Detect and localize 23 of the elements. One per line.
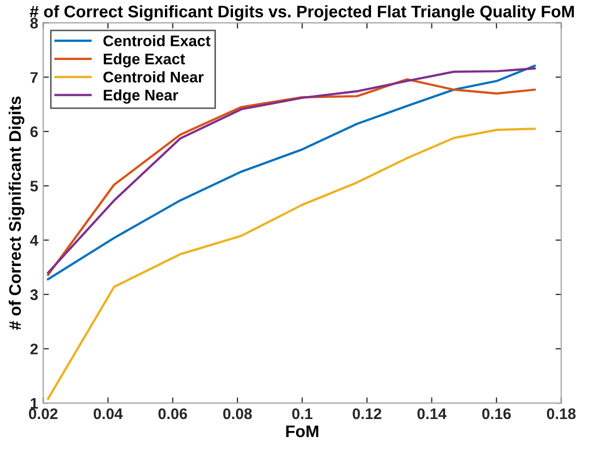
x-tick-label: 0.18 [546, 408, 576, 420]
x-tick-label: 0.04 [94, 408, 123, 420]
legend-label: Edge Near [104, 89, 178, 104]
x-tick-label: 0.12 [352, 408, 382, 420]
x-tick-label: 0.06 [158, 408, 188, 420]
x-tick-label: 0.1 [292, 408, 312, 420]
legend-label: Edge Exact [104, 53, 185, 68]
x-axis-title: FoM [286, 426, 318, 438]
x-tick-label: 0.16 [482, 408, 511, 420]
x-tick-label: 0.08 [223, 408, 252, 420]
x-tick-label: 0.14 [417, 408, 447, 420]
legend-label: Centroid Near [103, 71, 204, 82]
y-tick-label: 4 [30, 235, 38, 246]
legend-label: Centroid Exact [103, 35, 210, 46]
y-axis-title: # of Correct Significant Digits [8, 96, 24, 330]
line-series [46, 128, 536, 400]
y-tick-label: 2 [30, 344, 38, 354]
y-tick-label: 1 [30, 398, 38, 409]
y-tick-label: 7 [30, 72, 38, 83]
y-tick-label: 3 [30, 289, 38, 300]
x-tick-label: 0.02 [28, 408, 58, 420]
y-tick-label: 5 [30, 180, 38, 192]
y-tick-label: 6 [30, 126, 38, 138]
